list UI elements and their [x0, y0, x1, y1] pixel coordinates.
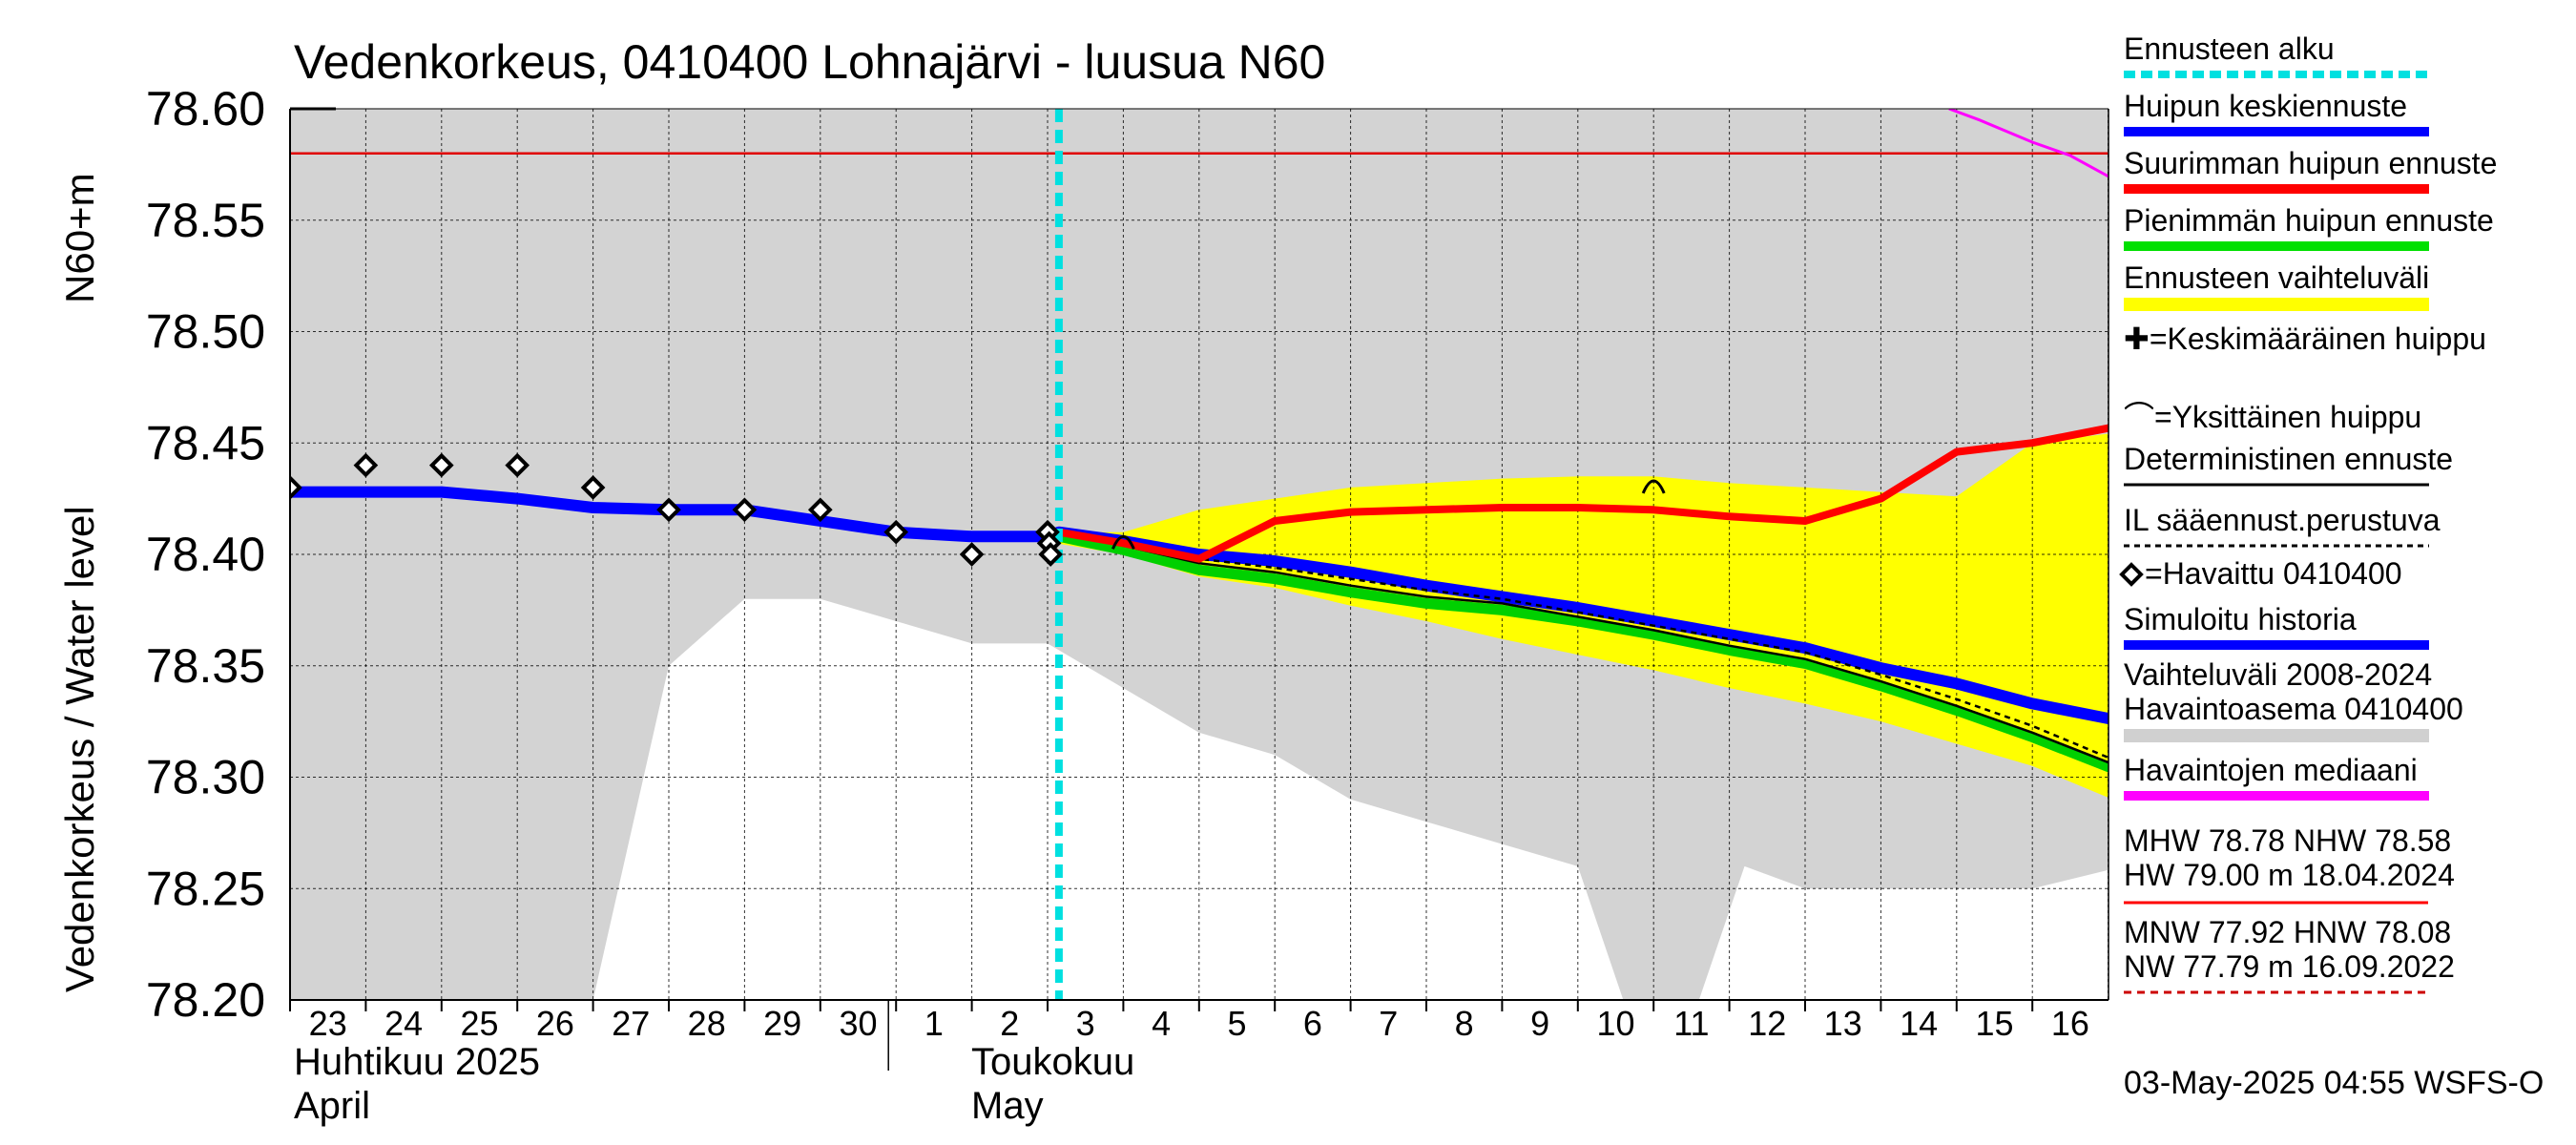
- chart-title: Vedenkorkeus, 0410400 Lohnajärvi - luusu…: [294, 35, 1325, 89]
- x-tick-label: 24: [384, 1004, 423, 1043]
- legend-label: Havaintojen mediaani: [2124, 753, 2418, 787]
- max-peak-forecast-line: [1058, 424, 2109, 563]
- observed-point: [656, 497, 681, 523]
- x-tick-label: 9: [1530, 1004, 1549, 1043]
- observed-point: [1038, 542, 1064, 567]
- observed-point: [353, 452, 379, 478]
- legend-label: Havaintoasema 0410400: [2124, 692, 2463, 726]
- legend-label: =Havaittu 0410400: [2145, 556, 2402, 591]
- legend-swatch: [2124, 729, 2429, 742]
- x-tick-label: 25: [460, 1004, 498, 1043]
- y-tick-label: 78.45: [146, 416, 265, 469]
- footer-timestamp: 03-May-2025 04:55 WSFS-O: [2124, 1065, 2544, 1101]
- x-tick-label: 5: [1227, 1004, 1246, 1043]
- forecast-range-band: [1054, 433, 2109, 799]
- legend-swatch: [2119, 562, 2144, 587]
- x-tick-label: 16: [2051, 1004, 2089, 1043]
- markers: [290, 452, 1666, 567]
- y-tick-label: 78.50: [146, 305, 265, 359]
- deterministic-forecast-line: [1058, 532, 2109, 764]
- observed-point: [580, 475, 606, 500]
- x-tick-label: 29: [763, 1004, 801, 1043]
- median-line: [1948, 109, 2109, 178]
- legend-label: Vaihteluväli 2008-2024: [2124, 657, 2432, 692]
- legend: Ennusteen alku Huipun keskiennuste Suurimm…: [2119, 31, 2497, 801]
- legend-label: ⌒=Yksittäinen huippu: [2124, 400, 2421, 434]
- stats-line-3: MNW 77.92 HNW 78.08: [2124, 915, 2451, 949]
- legend-label: Ennusteen vaihteluväli: [2124, 260, 2429, 295]
- x-tick-label: 6: [1303, 1004, 1322, 1043]
- il-forecast-line: [1058, 531, 2109, 760]
- legend-label: Pienimmän huipun ennuste: [2124, 203, 2494, 238]
- y-axis-label: Vedenkorkeus / Water level: [57, 506, 102, 992]
- month-label-en-may: May: [971, 1085, 1044, 1127]
- observed-point: [959, 542, 985, 567]
- month-label-fi-april: Huhtikuu 2025: [294, 1041, 540, 1083]
- stats-line-4: NW 77.79 m 16.09.2022: [2124, 949, 2455, 984]
- x-tick-label: 12: [1748, 1004, 1786, 1043]
- y-tick-label: 78.20: [146, 973, 265, 1027]
- x-tick-label: 23: [309, 1004, 347, 1043]
- x-tick-label: 11: [1673, 1004, 1709, 1043]
- observed-point: [807, 497, 833, 523]
- x-tick-label: 3: [1076, 1004, 1095, 1043]
- observed-point: [505, 452, 530, 478]
- legend-label: Suurimman huipun ennuste: [2124, 146, 2497, 180]
- observed-point: [883, 519, 909, 545]
- y-tick-label: 78.40: [146, 528, 265, 581]
- x-tick-label: 14: [1900, 1004, 1938, 1043]
- y-axis-unit: N60+m: [57, 173, 102, 303]
- x-tick-label: 10: [1596, 1004, 1634, 1043]
- y-tick-label: 78.35: [146, 639, 265, 693]
- x-tick-label: 1: [924, 1004, 944, 1043]
- y-tick-label: 78.30: [146, 751, 265, 804]
- legend-label: IL sääennust.perustuva: [2124, 503, 2441, 537]
- legend-label: Deterministinen ennuste: [2124, 442, 2453, 476]
- month-label-fi-may: Toukokuu: [971, 1041, 1134, 1083]
- legend-label: ✚=Keskimääräinen huippu: [2124, 322, 2486, 356]
- forecast-range-area: [1054, 433, 2109, 799]
- stats-line-2: HW 79.00 m 18.04.2024: [2124, 858, 2455, 892]
- observed-point: [428, 452, 454, 478]
- x-tick-labels: 23 24 25 26 27 28 29 30 1 2 3 4 5 6 7 8 9 10 11 12 13 14 15 16: [289, 1000, 2089, 1071]
- legend-swatch: [2124, 298, 2429, 311]
- y-tick-labels: 78.20 78.25 78.30 78.35 78.40 78.45 78.50 78.55…: [146, 82, 265, 1027]
- x-tick-label: 26: [536, 1004, 574, 1043]
- observed-point: [732, 497, 758, 523]
- single-peak-marker: [1641, 479, 1666, 494]
- y-tick-label: 78.25: [146, 862, 265, 915]
- x-tick-label: 13: [1824, 1004, 1862, 1043]
- legend-label: Huipun keskiennuste: [2124, 89, 2407, 123]
- y-tick-label: 78.55: [146, 194, 265, 247]
- observed-point: [290, 475, 302, 500]
- y-axis-title: Vedenkorkeus / Water level: [57, 506, 102, 992]
- x-tick-label: 30: [839, 1004, 877, 1043]
- stats-line-1: MHW 78.78 NHW 78.58: [2124, 823, 2451, 858]
- single-peak-marker: [1111, 534, 1135, 550]
- min-peak-forecast-line: [1057, 531, 2109, 773]
- y-axis-unit-label: N60+m: [57, 173, 102, 303]
- x-tick-label: 4: [1152, 1004, 1171, 1043]
- legend-label: Ennusteen alku: [2124, 31, 2335, 66]
- x-tick-label: 8: [1455, 1004, 1474, 1043]
- x-tick-label: 27: [612, 1004, 650, 1043]
- stats-box: MHW 78.78 NHW 78.58 HW 79.00 m 18.04.202…: [2124, 823, 2455, 994]
- legend-label: Simuloitu historia: [2124, 602, 2357, 636]
- x-tick-label: 15: [1975, 1004, 2013, 1043]
- x-tick-label: 2: [1000, 1004, 1019, 1043]
- month-label-en-april: April: [294, 1085, 370, 1127]
- x-tick-label: 28: [688, 1004, 726, 1043]
- y-tick-label: 78.60: [146, 82, 265, 135]
- x-tick-label: 7: [1379, 1004, 1398, 1043]
